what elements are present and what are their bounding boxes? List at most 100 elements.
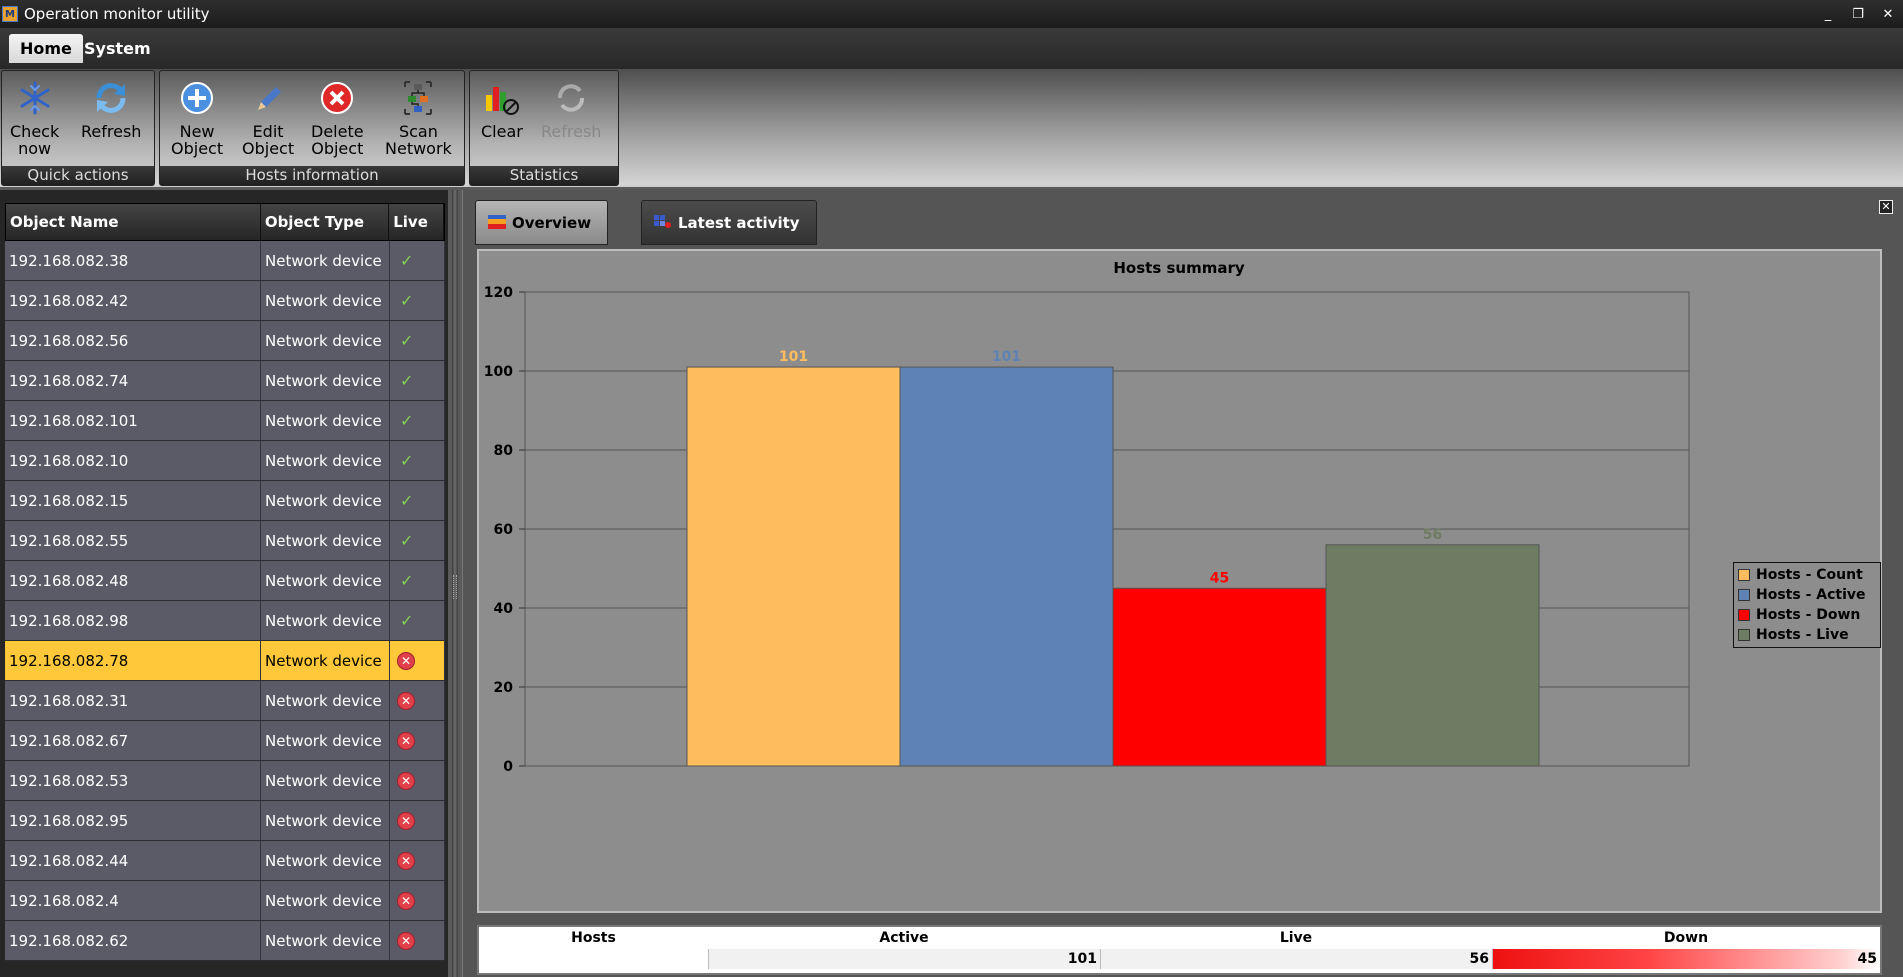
panel-splitter[interactable] [452,190,458,977]
table-row[interactable]: 192.168.082.4 Network device ✕ [5,881,445,921]
live-check-icon: ✓ [400,371,414,390]
object-type-cell: Network device [261,881,390,920]
object-name-cell: 192.168.082.74 [5,361,261,400]
legend-item: Hosts - Live [1738,625,1876,645]
live-cell: ✓ [390,401,445,440]
app-logo-icon: M [2,6,18,22]
legend-label: Hosts - Active [1756,587,1866,603]
table-row[interactable]: 192.168.082.62 Network device ✕ [5,921,445,961]
live-cell: ✓ [390,521,445,560]
refresh-disabled-icon [551,77,591,119]
live-check-icon: ✓ [400,411,414,430]
object-name-cell: 192.168.082.44 [5,841,261,880]
delete-object-label-2: Object [311,139,364,158]
legend-label: Hosts - Count [1756,567,1863,583]
table-row[interactable]: 192.168.082.78 Network device ✕ [5,641,445,681]
table-row[interactable]: 192.168.082.38 Network device ✓ [5,241,445,281]
table-row[interactable]: 192.168.082.53 Network device ✕ [5,761,445,801]
object-type-cell: Network device [261,601,390,640]
splitter-grip-icon[interactable] [453,575,457,599]
column-header-live[interactable]: Live [389,204,444,240]
tab-latest-activity-label: Latest activity [678,213,800,232]
live-cell: ✕ [390,801,445,840]
tab-home[interactable]: Home [9,34,83,63]
ribbon: Check now Refresh Quick actions [0,69,1903,187]
object-type-cell: Network device [261,561,390,600]
table-row[interactable]: 192.168.082.42 Network device ✓ [5,281,445,321]
object-type-cell: Network device [261,361,390,400]
table-row[interactable]: 192.168.082.74 Network device ✓ [5,361,445,401]
live-cell: ✓ [390,561,445,600]
refresh-statistics-button[interactable]: Refresh [541,77,601,140]
table-row[interactable]: 192.168.082.95 Network device ✕ [5,801,445,841]
chart-clear-icon [482,77,522,119]
network-scan-icon [398,77,438,119]
object-name-cell: 192.168.082.4 [5,881,261,920]
live-cell: ✓ [390,241,445,280]
close-panel-icon[interactable]: ✕ [1879,200,1893,214]
refresh-icon [91,77,131,119]
delete-object-button[interactable]: Delete Object [311,77,364,157]
object-name-cell: 192.168.082.78 [5,641,261,680]
live-cell: ✓ [390,601,445,640]
tab-latest-activity[interactable]: Latest activity [641,200,817,245]
table-row[interactable]: 192.168.082.101 Network device ✓ [5,401,445,441]
object-type-cell: Network device [261,641,390,680]
legend-swatch [1738,629,1750,641]
table-row[interactable]: 192.168.082.98 Network device ✓ [5,601,445,641]
live-check-icon: ✓ [400,291,414,310]
tab-overview[interactable]: Overview [475,200,609,245]
table-row[interactable]: 192.168.082.67 Network device ✕ [5,721,445,761]
tab-system[interactable]: System [84,39,151,58]
clear-statistics-button[interactable]: Clear [481,77,523,140]
snowflake-icon [15,77,55,119]
column-header-object-name[interactable]: Object Name [6,204,261,240]
table-row[interactable]: 192.168.082.44 Network device ✕ [5,841,445,881]
delete-circle-icon [317,77,357,119]
check-now-button[interactable]: Check now [10,77,59,157]
y-tick-label: 0 [503,759,513,775]
group-label-hosts-information: Hosts information [160,166,464,185]
legend-item: Hosts - Count [1738,565,1876,585]
minimize-button[interactable]: _ [1824,6,1832,22]
object-name-cell: 192.168.082.62 [5,921,261,960]
y-tick-label: 40 [494,601,514,617]
hosts-panel: Object Name Object Type Live 192.168.082… [0,190,448,977]
live-cell: ✓ [390,281,445,320]
table-row[interactable]: 192.168.082.10 Network device ✓ [5,441,445,481]
data-label: 101 [779,349,808,365]
table-row[interactable]: 192.168.082.15 Network device ✓ [5,481,445,521]
object-type-cell: Network device [261,801,390,840]
live-cell: ✓ [390,441,445,480]
table-row[interactable]: 192.168.082.48 Network device ✓ [5,561,445,601]
group-statistics: Clear Refresh Statistics [469,70,619,186]
object-name-cell: 192.168.082.38 [5,241,261,280]
object-type-cell: Network device [261,921,390,960]
table-row[interactable]: 192.168.082.55 Network device ✓ [5,521,445,561]
table-row[interactable]: 192.168.082.56 Network device ✓ [5,321,445,361]
column-header-object-type[interactable]: Object Type [261,204,390,240]
y-tick-label: 120 [484,285,513,301]
live-check-icon: ✓ [400,331,414,350]
scan-network-button[interactable]: Scan Network [385,77,452,157]
legend-label: Hosts - Down [1756,607,1861,623]
group-label-quick-actions: Quick actions [2,166,154,185]
group-quick-actions: Check now Refresh Quick actions [1,70,155,186]
table-row[interactable]: 192.168.082.31 Network device ✕ [5,681,445,721]
restore-button[interactable]: ❐ [1852,6,1864,22]
activity-icon [654,215,671,228]
edit-object-button[interactable]: Edit Object [242,77,294,157]
live-cell: ✕ [390,641,445,680]
live-cell: ✕ [390,681,445,720]
add-circle-icon [177,77,217,119]
scan-network-label-1: Scan [398,122,438,141]
delete-object-label-1: Delete [311,122,364,141]
live-check-icon: ✓ [400,531,414,550]
bar [1325,544,1540,767]
live-check-icon: ✓ [400,611,414,630]
new-object-button[interactable]: New Object [171,77,223,157]
close-button[interactable]: ✕ [1882,6,1894,22]
live-cell: ✕ [390,921,445,960]
check-now-label-2: now [18,139,52,158]
refresh-button[interactable]: Refresh [81,77,141,140]
